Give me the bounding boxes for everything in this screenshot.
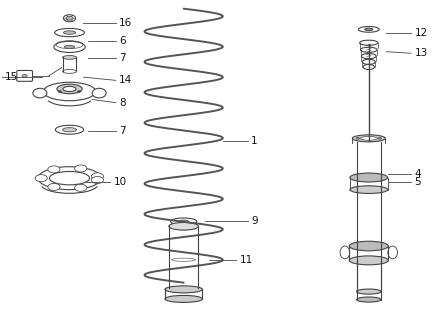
Ellipse shape bbox=[92, 88, 106, 98]
Ellipse shape bbox=[55, 28, 84, 37]
Ellipse shape bbox=[77, 91, 81, 92]
Ellipse shape bbox=[63, 15, 76, 22]
Text: 12: 12 bbox=[415, 28, 428, 37]
Text: 7: 7 bbox=[119, 53, 126, 63]
Ellipse shape bbox=[48, 166, 60, 173]
Ellipse shape bbox=[62, 69, 76, 73]
Text: 9: 9 bbox=[251, 216, 258, 226]
Ellipse shape bbox=[62, 55, 76, 59]
Ellipse shape bbox=[349, 241, 388, 251]
Ellipse shape bbox=[43, 82, 96, 101]
Text: 14: 14 bbox=[119, 75, 132, 85]
Ellipse shape bbox=[165, 295, 202, 302]
Ellipse shape bbox=[388, 246, 397, 259]
Ellipse shape bbox=[360, 40, 378, 45]
Ellipse shape bbox=[356, 137, 360, 139]
Ellipse shape bbox=[169, 222, 198, 230]
Ellipse shape bbox=[357, 297, 381, 302]
Ellipse shape bbox=[38, 167, 101, 190]
Ellipse shape bbox=[361, 53, 376, 59]
Ellipse shape bbox=[48, 183, 60, 190]
Ellipse shape bbox=[49, 172, 90, 185]
Ellipse shape bbox=[350, 186, 388, 194]
Text: 10: 10 bbox=[114, 177, 127, 187]
Ellipse shape bbox=[365, 28, 373, 30]
Ellipse shape bbox=[360, 136, 377, 140]
Text: 11: 11 bbox=[239, 255, 253, 265]
Ellipse shape bbox=[63, 86, 76, 92]
Text: 15: 15 bbox=[5, 72, 18, 82]
Text: 6: 6 bbox=[119, 36, 126, 45]
Ellipse shape bbox=[362, 59, 375, 64]
Ellipse shape bbox=[57, 84, 82, 94]
Ellipse shape bbox=[179, 220, 188, 223]
Ellipse shape bbox=[63, 31, 76, 34]
Ellipse shape bbox=[357, 289, 381, 294]
Ellipse shape bbox=[352, 135, 385, 142]
Ellipse shape bbox=[170, 218, 197, 225]
Ellipse shape bbox=[363, 64, 375, 69]
Text: 4: 4 bbox=[415, 169, 421, 179]
Text: 16: 16 bbox=[119, 18, 132, 28]
Ellipse shape bbox=[62, 128, 76, 132]
FancyBboxPatch shape bbox=[17, 70, 32, 81]
Ellipse shape bbox=[58, 91, 62, 92]
Ellipse shape bbox=[66, 16, 73, 20]
Ellipse shape bbox=[91, 177, 104, 183]
Ellipse shape bbox=[22, 74, 27, 77]
Text: 1: 1 bbox=[251, 136, 258, 146]
Ellipse shape bbox=[91, 173, 104, 180]
Ellipse shape bbox=[350, 173, 388, 182]
Ellipse shape bbox=[54, 41, 85, 52]
Ellipse shape bbox=[361, 47, 377, 52]
Text: 7: 7 bbox=[119, 126, 126, 136]
Ellipse shape bbox=[75, 184, 87, 191]
Ellipse shape bbox=[358, 27, 379, 32]
Ellipse shape bbox=[349, 256, 388, 265]
Ellipse shape bbox=[75, 165, 87, 172]
Ellipse shape bbox=[165, 286, 202, 293]
Ellipse shape bbox=[378, 137, 382, 139]
Ellipse shape bbox=[33, 88, 47, 98]
Text: 13: 13 bbox=[415, 48, 428, 58]
Text: 5: 5 bbox=[415, 177, 421, 187]
Ellipse shape bbox=[35, 175, 47, 182]
Ellipse shape bbox=[55, 125, 83, 134]
Ellipse shape bbox=[340, 246, 350, 259]
Ellipse shape bbox=[64, 45, 75, 49]
Text: 8: 8 bbox=[119, 98, 126, 108]
